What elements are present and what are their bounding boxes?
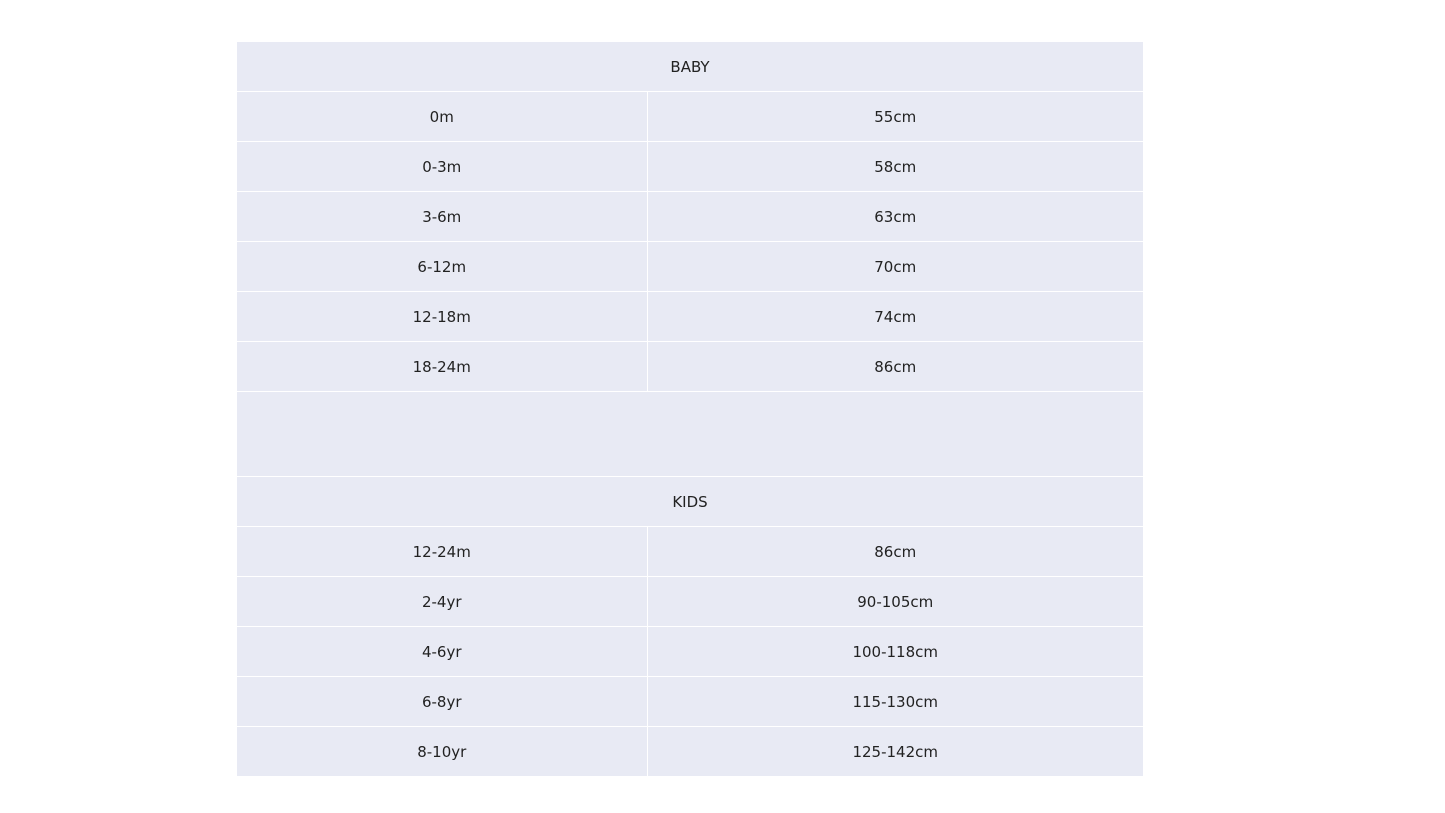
height-cell: 100-118cm bbox=[646, 626, 1143, 677]
table-row: 4-6yr 100-118cm bbox=[237, 626, 1143, 677]
table-row: 6-8yr 115-130cm bbox=[237, 676, 1143, 727]
section-title: BABY bbox=[237, 42, 1143, 92]
size-chart-body: BABY 0m 55cm 0-3m 58cm 3-6m 63cm 6-12m 70cm … bbox=[237, 42, 1143, 776]
table-row: 0-3m 58cm bbox=[237, 141, 1143, 192]
table-row: 0m 55cm bbox=[237, 91, 1143, 142]
height-cell: 115-130cm bbox=[646, 676, 1143, 727]
age-cell: 4-6yr bbox=[237, 626, 648, 677]
age-cell: 18-24m bbox=[237, 341, 648, 392]
age-cell: 12-24m bbox=[237, 526, 648, 577]
table-row: 12-24m 86cm bbox=[237, 526, 1143, 577]
section-header-baby: BABY bbox=[237, 42, 1143, 92]
height-cell: 63cm bbox=[646, 191, 1143, 242]
section-title: KIDS bbox=[237, 476, 1143, 527]
section-header-kids: KIDS bbox=[237, 476, 1143, 527]
height-cell: 125-142cm bbox=[646, 726, 1143, 776]
table-row: 12-18m 74cm bbox=[237, 291, 1143, 342]
table-row: 3-6m 63cm bbox=[237, 191, 1143, 242]
age-cell: 6-8yr bbox=[237, 676, 648, 727]
height-cell: 74cm bbox=[646, 291, 1143, 342]
spacer-cell bbox=[237, 391, 1143, 477]
age-cell: 2-4yr bbox=[237, 576, 648, 627]
height-cell: 86cm bbox=[646, 526, 1143, 577]
spacer-row bbox=[237, 391, 1143, 477]
age-cell: 0m bbox=[237, 91, 648, 142]
height-cell: 70cm bbox=[646, 241, 1143, 292]
height-cell: 90-105cm bbox=[646, 576, 1143, 627]
age-cell: 3-6m bbox=[237, 191, 648, 242]
table-row: 8-10yr 125-142cm bbox=[237, 726, 1143, 776]
size-chart-table: BABY 0m 55cm 0-3m 58cm 3-6m 63cm 6-12m 70cm … bbox=[237, 42, 1143, 776]
height-cell: 86cm bbox=[646, 341, 1143, 392]
table-row: 18-24m 86cm bbox=[237, 341, 1143, 392]
age-cell: 8-10yr bbox=[237, 726, 648, 776]
table-row: 6-12m 70cm bbox=[237, 241, 1143, 292]
height-cell: 55cm bbox=[646, 91, 1143, 142]
height-cell: 58cm bbox=[646, 141, 1143, 192]
age-cell: 6-12m bbox=[237, 241, 648, 292]
table-row: 2-4yr 90-105cm bbox=[237, 576, 1143, 627]
age-cell: 12-18m bbox=[237, 291, 648, 342]
age-cell: 0-3m bbox=[237, 141, 648, 192]
